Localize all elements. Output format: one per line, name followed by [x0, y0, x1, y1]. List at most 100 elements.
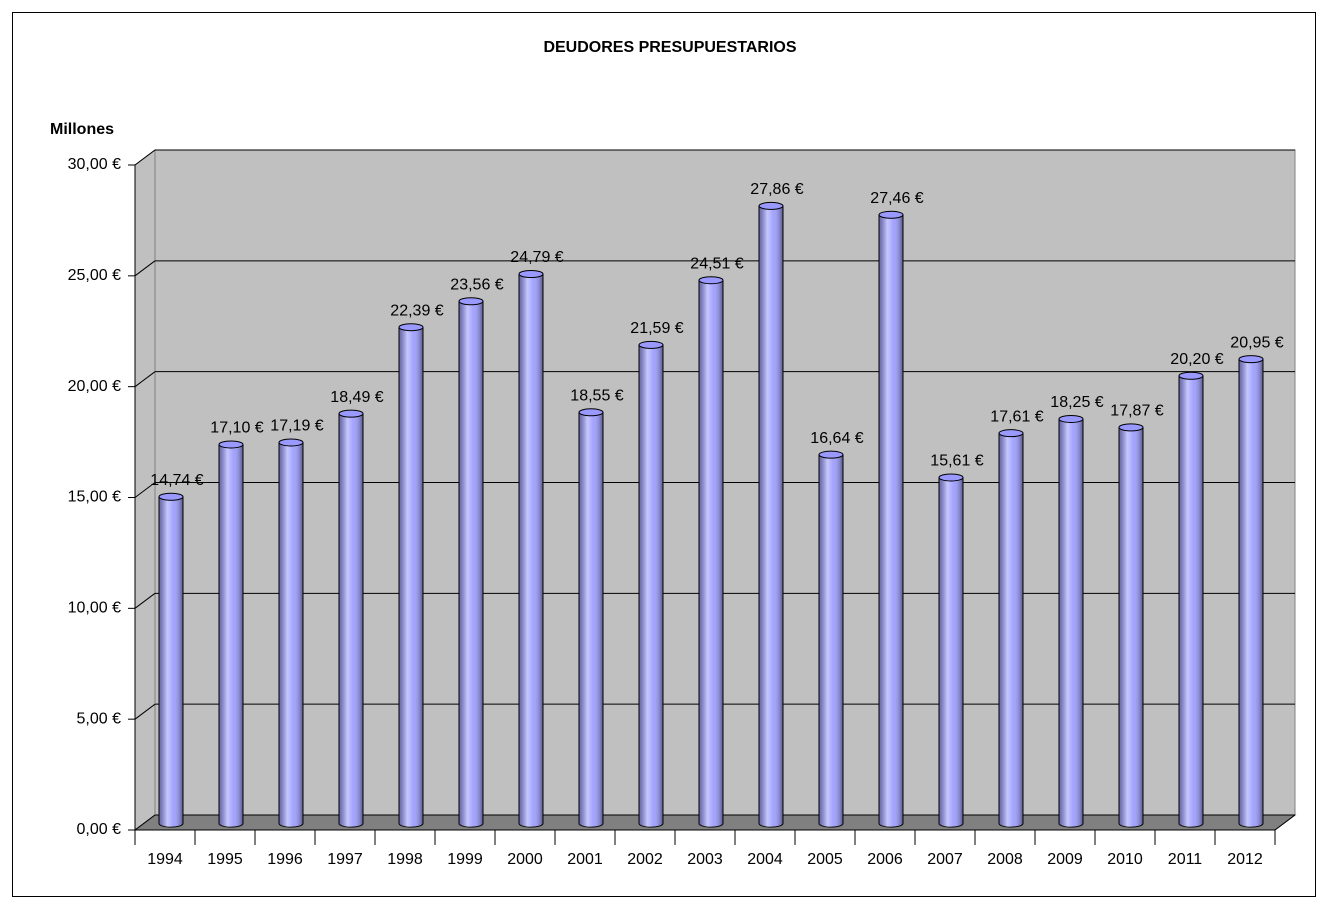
bar	[998, 429, 1024, 828]
y-tick-label: 25,00 €	[68, 267, 121, 284]
bar-top	[278, 438, 304, 447]
bar-shade	[879, 214, 903, 827]
x-tick-label: 1996	[267, 851, 303, 868]
bar-top	[518, 269, 544, 278]
grid-line-side	[134, 482, 156, 498]
bar-top	[398, 323, 424, 332]
bar	[818, 450, 844, 828]
bar-top	[1178, 371, 1204, 380]
bar-top	[758, 201, 784, 210]
bar-top	[1058, 414, 1084, 423]
grid-line-side	[134, 149, 156, 166]
y-tick-label: 20,00 €	[68, 378, 121, 395]
bar-shade	[579, 412, 603, 827]
value-label: 17,10 €	[210, 420, 263, 437]
grid-line-side	[134, 260, 156, 277]
bar-top	[1118, 423, 1144, 432]
value-label: 20,20 €	[1170, 351, 1223, 368]
bar-shade	[219, 444, 243, 827]
bar	[638, 340, 664, 828]
bar-shade	[1059, 418, 1083, 827]
value-label: 17,87 €	[1110, 403, 1163, 420]
grid-line-side	[134, 592, 156, 609]
bar-shade	[1119, 427, 1143, 827]
bar-shade	[819, 454, 843, 827]
bar	[1118, 423, 1144, 828]
bar-shade	[279, 442, 303, 827]
bar-top	[578, 408, 604, 417]
value-label: 27,46 €	[870, 190, 923, 207]
bar	[1058, 414, 1084, 828]
bar-shade	[159, 496, 183, 827]
value-label: 15,61 €	[930, 453, 983, 470]
bar-shade	[339, 413, 363, 827]
bar-shade	[1179, 375, 1203, 827]
bar-shade	[699, 280, 723, 827]
bar	[758, 201, 784, 828]
bar	[938, 473, 964, 828]
bar-top	[1238, 355, 1264, 364]
value-label: 23,56 €	[450, 276, 503, 293]
x-tick-label: 2000	[507, 851, 543, 868]
y-tick-label: 15,00 €	[68, 489, 121, 506]
y-tick-label: 0,00 €	[77, 821, 122, 838]
bar-top	[638, 340, 664, 349]
x-tick-label: 2004	[747, 851, 783, 868]
value-label: 22,39 €	[390, 302, 443, 319]
value-label: 24,79 €	[510, 249, 563, 266]
bar-top	[998, 429, 1024, 438]
bar	[1178, 371, 1204, 828]
x-tick-label: 2008	[987, 851, 1023, 868]
value-label: 20,95 €	[1230, 334, 1283, 351]
bar	[1238, 355, 1264, 828]
x-tick-label: 1995	[207, 851, 243, 868]
y-axis-label: Millones	[50, 121, 114, 138]
bar-top	[818, 450, 844, 459]
x-tick-label: 2001	[567, 851, 603, 868]
value-label: 17,19 €	[270, 418, 323, 435]
value-label: 14,74 €	[150, 472, 203, 489]
grid-line-side	[134, 371, 156, 388]
x-tick-label: 2005	[807, 851, 843, 868]
x-tick-label: 2012	[1227, 851, 1263, 868]
bar	[878, 210, 904, 828]
x-tick-label: 2009	[1047, 851, 1083, 868]
y-tick-label: 10,00 €	[68, 600, 121, 617]
value-label: 21,59 €	[630, 320, 683, 337]
value-label: 17,61 €	[990, 408, 1043, 425]
value-label: 24,51 €	[690, 255, 743, 272]
bar	[458, 297, 484, 828]
bar-top	[938, 473, 964, 482]
x-tick-label: 1999	[447, 851, 483, 868]
value-label: 27,86 €	[750, 181, 803, 198]
bar	[278, 438, 304, 828]
x-tick-label: 2002	[627, 851, 663, 868]
bar-shade	[519, 273, 543, 827]
bar	[398, 323, 424, 828]
bar-top	[338, 409, 364, 418]
bar-shade	[639, 344, 663, 827]
grid-line-side	[134, 814, 156, 831]
bar-shade	[939, 477, 963, 827]
bar-shade	[759, 205, 783, 828]
bar-shade	[1239, 359, 1263, 827]
bar-top	[218, 440, 244, 449]
bar	[518, 269, 544, 828]
bar-shade	[459, 301, 483, 828]
grid-line-side	[134, 703, 156, 720]
x-tick-label: 1997	[327, 851, 363, 868]
y-tick-label: 5,00 €	[77, 710, 122, 727]
x-tick-label: 1998	[387, 851, 423, 868]
x-tick-label: 2010	[1107, 851, 1143, 868]
bar	[578, 408, 604, 828]
bar-shade	[999, 433, 1023, 827]
plot: 0,00 € 5,00 € 10,00 € 15,00 € 20,00 € 25,00 €…	[68, 149, 1297, 868]
x-tick-label: 2003	[687, 851, 723, 868]
value-label: 18,25 €	[1050, 394, 1103, 411]
bar-top	[878, 210, 904, 219]
bar	[158, 492, 184, 828]
y-tick-label: 30,00 €	[68, 156, 121, 173]
bar	[698, 276, 724, 828]
bar	[338, 409, 364, 828]
